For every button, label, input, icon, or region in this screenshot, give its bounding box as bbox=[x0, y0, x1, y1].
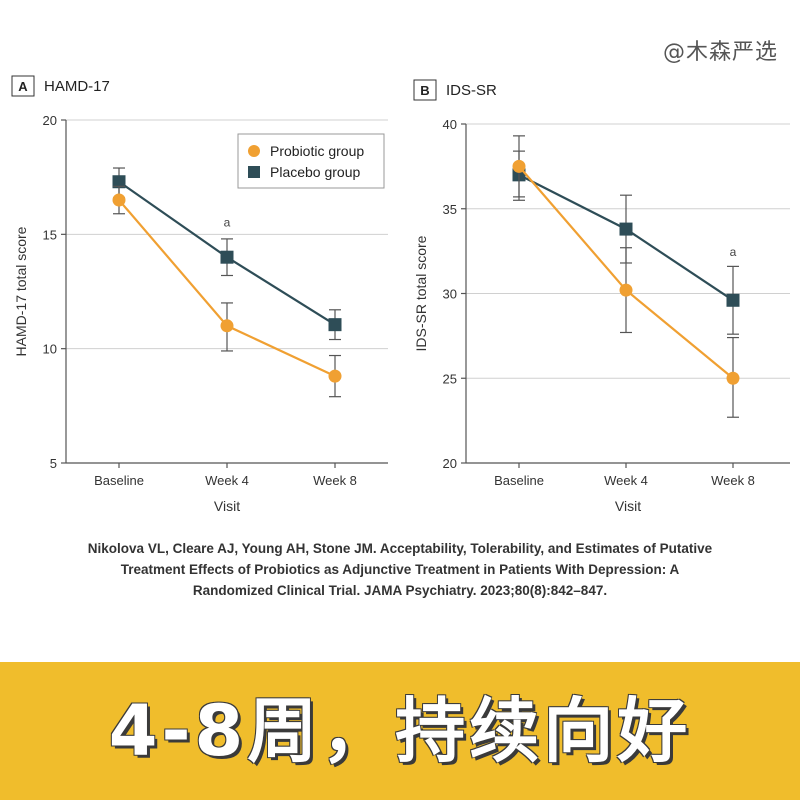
series-probiotic-group bbox=[112, 185, 342, 398]
banner-text: 4-8周，持续向好 bbox=[108, 690, 692, 772]
data-point bbox=[220, 250, 234, 264]
legend: Probiotic group Placebo group bbox=[237, 133, 385, 189]
significance-annotation: a bbox=[730, 245, 737, 259]
panel-tag-box bbox=[413, 79, 437, 101]
panel-tag: A bbox=[18, 79, 28, 94]
data-point bbox=[112, 193, 126, 207]
legend-marker bbox=[248, 145, 260, 157]
x-tick-label: Baseline bbox=[94, 473, 144, 488]
x-tick-label: Week 8 bbox=[313, 473, 357, 488]
data-point bbox=[619, 283, 633, 297]
x-axis-label: Visit bbox=[615, 498, 641, 514]
data-point bbox=[512, 159, 526, 173]
citation-line-2: Treatment Effects of Probiotics as Adjun… bbox=[120, 562, 680, 577]
series-probiotic-group bbox=[512, 135, 740, 418]
citation: Nikolova VL, Cleare AJ, Young AH, Stone … bbox=[40, 538, 760, 601]
y-tick-label: 10 bbox=[43, 342, 57, 357]
legend-marker bbox=[248, 166, 260, 178]
y-tick-label: 25 bbox=[443, 371, 457, 386]
data-point bbox=[220, 319, 234, 333]
x-tick-label: Baseline bbox=[494, 473, 544, 488]
y-axis-label: HAMD-17 total score bbox=[13, 226, 29, 356]
citation-line-3: Randomized Clinical Trial. JAMA Psychiat… bbox=[192, 583, 608, 598]
y-tick-label: 15 bbox=[43, 227, 57, 242]
watermark: @木森严选 bbox=[662, 40, 778, 65]
x-axis-label: Visit bbox=[214, 498, 240, 514]
y-tick-label: 35 bbox=[443, 202, 457, 217]
legend-entry: Probiotic group bbox=[270, 143, 364, 159]
citation-line-1: Nikolova VL, Cleare AJ, Young AH, Stone … bbox=[87, 541, 713, 556]
panel-title: IDS-SR bbox=[446, 82, 497, 99]
legend-entry: Placebo group bbox=[270, 164, 361, 180]
y-tick-label: 5 bbox=[50, 456, 57, 471]
panel-tag: B bbox=[420, 83, 429, 98]
x-tick-label: Week 8 bbox=[711, 473, 755, 488]
y-axis-label: IDS-SR total score bbox=[413, 235, 429, 351]
data-point bbox=[328, 369, 342, 383]
data-point bbox=[619, 222, 633, 236]
x-tick-label: Week 4 bbox=[205, 473, 249, 488]
y-tick-label: 20 bbox=[443, 456, 457, 471]
data-point bbox=[726, 371, 740, 385]
y-tick-label: 40 bbox=[443, 117, 457, 132]
data-point bbox=[112, 175, 126, 189]
banner: 4-8周，持续向好 bbox=[0, 662, 800, 800]
chart-panel-b: B IDS-SR 20 25 30 35 40 Baseline Week 4 Week 8 Vis… bbox=[413, 79, 790, 514]
y-tick-label: 20 bbox=[43, 113, 57, 128]
significance-annotation: a bbox=[224, 215, 231, 229]
chart-panel-a: A HAMD-17 5 10 15 20 Baseline Week 4 Week 8 Visit… bbox=[11, 75, 388, 514]
charts-area: A HAMD-17 5 10 15 20 Baseline Week 4 Week 8 Visit… bbox=[11, 75, 790, 514]
x-tick-label: Week 4 bbox=[604, 473, 648, 488]
data-point bbox=[726, 293, 740, 307]
data-point bbox=[328, 318, 342, 332]
panel-tag-box bbox=[11, 75, 35, 97]
legend-box bbox=[237, 133, 385, 189]
y-tick-label: 30 bbox=[443, 287, 457, 302]
panel-title: HAMD-17 bbox=[44, 78, 110, 95]
